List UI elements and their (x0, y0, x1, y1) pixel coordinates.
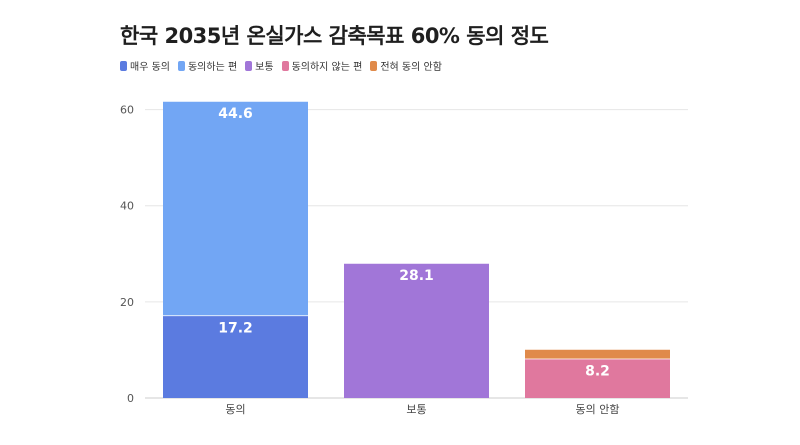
legend-label: 동의하지 않는 편 (291, 62, 363, 73)
x-tick-label: 보통 (406, 403, 426, 416)
y-tick-label: 40 (120, 200, 134, 213)
legend-item[interactable]: 보통 (245, 58, 274, 73)
legend-swatch (245, 60, 253, 71)
data-label: 44.6 (218, 106, 253, 122)
y-tick-label: 60 (120, 104, 134, 117)
bar-segment[interactable] (525, 358, 670, 398)
legend-label: 보통 (255, 62, 274, 73)
legend-item[interactable]: 동의하는 편 (177, 58, 238, 73)
data-label: 17.2 (218, 320, 253, 336)
legend-swatch (281, 60, 289, 71)
legend-item[interactable]: 전혀 동의 안함 (370, 58, 442, 73)
x-tick-label: 동의 안함 (576, 403, 620, 416)
legend-item[interactable]: 매우 동의 (120, 58, 170, 73)
data-label: 8.2 (585, 364, 610, 380)
legend-label: 매우 동의 (130, 62, 170, 73)
legend-swatch (177, 60, 185, 71)
legend-label: 동의하는 편 (187, 62, 238, 73)
bar-segment[interactable] (163, 315, 308, 398)
legend-swatch (370, 60, 378, 71)
x-tick-label: 동의 (225, 403, 245, 416)
bar-segment[interactable] (525, 348, 670, 359)
bar-segment[interactable] (344, 262, 489, 398)
legend-label: 전혀 동의 안함 (380, 62, 442, 73)
chart-title: 한국 2035년 온실가스 감축목표 60% 동의 정도 (120, 24, 549, 48)
y-tick-label: 0 (127, 392, 134, 405)
legend: 매우 동의 동의하는 편 보통 동의하지 않는 편 전혀 동의 안함 (120, 58, 442, 73)
y-tick-label: 20 (120, 296, 134, 309)
bar-segment[interactable] (163, 100, 308, 316)
data-label: 28.1 (399, 268, 434, 284)
legend-swatch (120, 60, 127, 71)
legend-item[interactable]: 동의하지 않는 편 (281, 58, 363, 73)
